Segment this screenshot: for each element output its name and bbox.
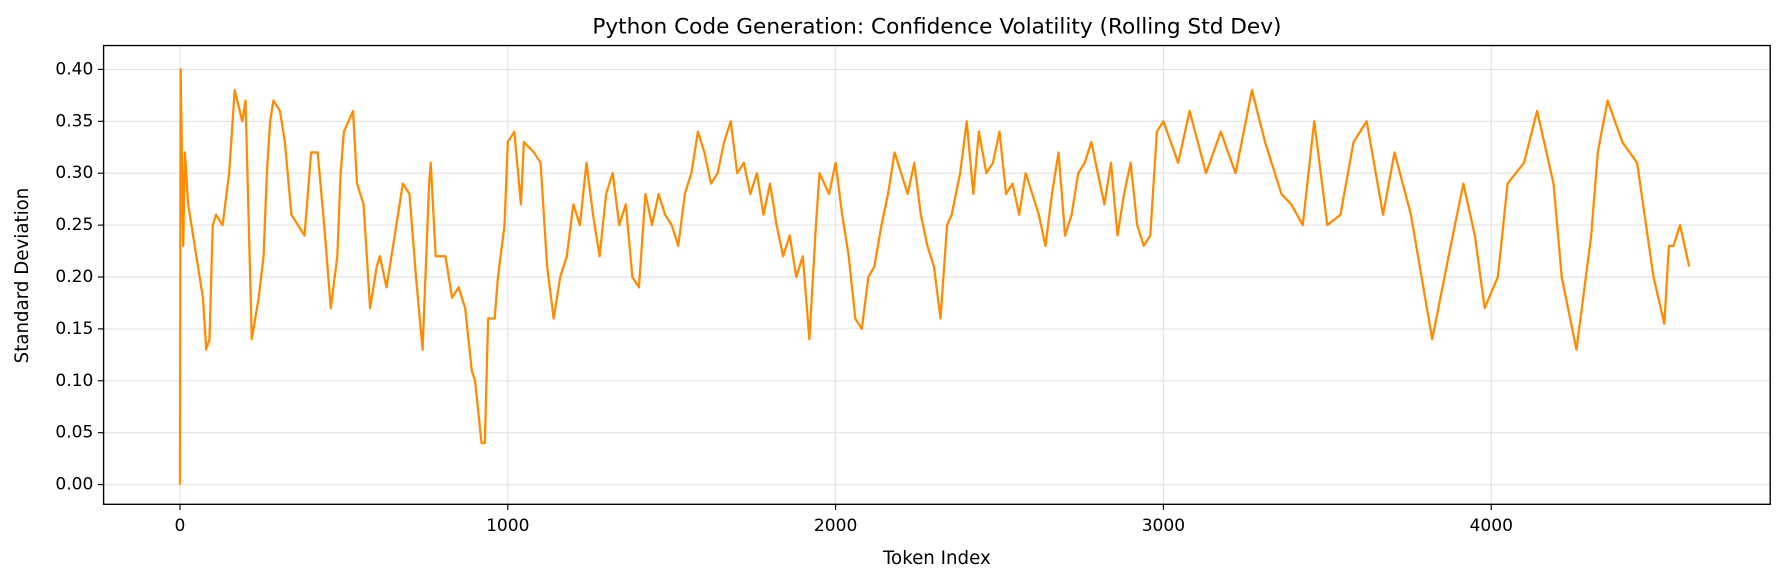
- y-tick-label: 0.10: [55, 371, 93, 391]
- data-line: [178, 68, 1691, 485]
- x-tick-label: 3000: [1142, 516, 1185, 536]
- y-tick-label: 0.05: [55, 423, 93, 443]
- y-tick-label: 0.15: [55, 319, 93, 339]
- chart-title: Python Code Generation: Confidence Volat…: [592, 14, 1281, 39]
- grid: [103, 45, 1771, 505]
- y-tick-label: 0.25: [55, 215, 93, 235]
- x-axis-title: Token Index: [882, 548, 991, 569]
- axes-frame: [102, 44, 1771, 505]
- x-tick-label: 0: [175, 516, 186, 536]
- y-tick-label: 0.35: [55, 111, 93, 131]
- x-tick-label: 1000: [486, 516, 529, 536]
- y-axis-title: Standard Deviation: [12, 188, 33, 364]
- y-tick-label: 0.00: [55, 475, 93, 495]
- x-tick-label: 2000: [814, 516, 857, 536]
- plot-area: [178, 68, 1691, 485]
- x-tick-label: 4000: [1470, 516, 1513, 536]
- y-tick-label: 0.30: [55, 163, 93, 183]
- y-tick-label: 0.40: [55, 59, 93, 79]
- y-tick-label: 0.20: [55, 267, 93, 287]
